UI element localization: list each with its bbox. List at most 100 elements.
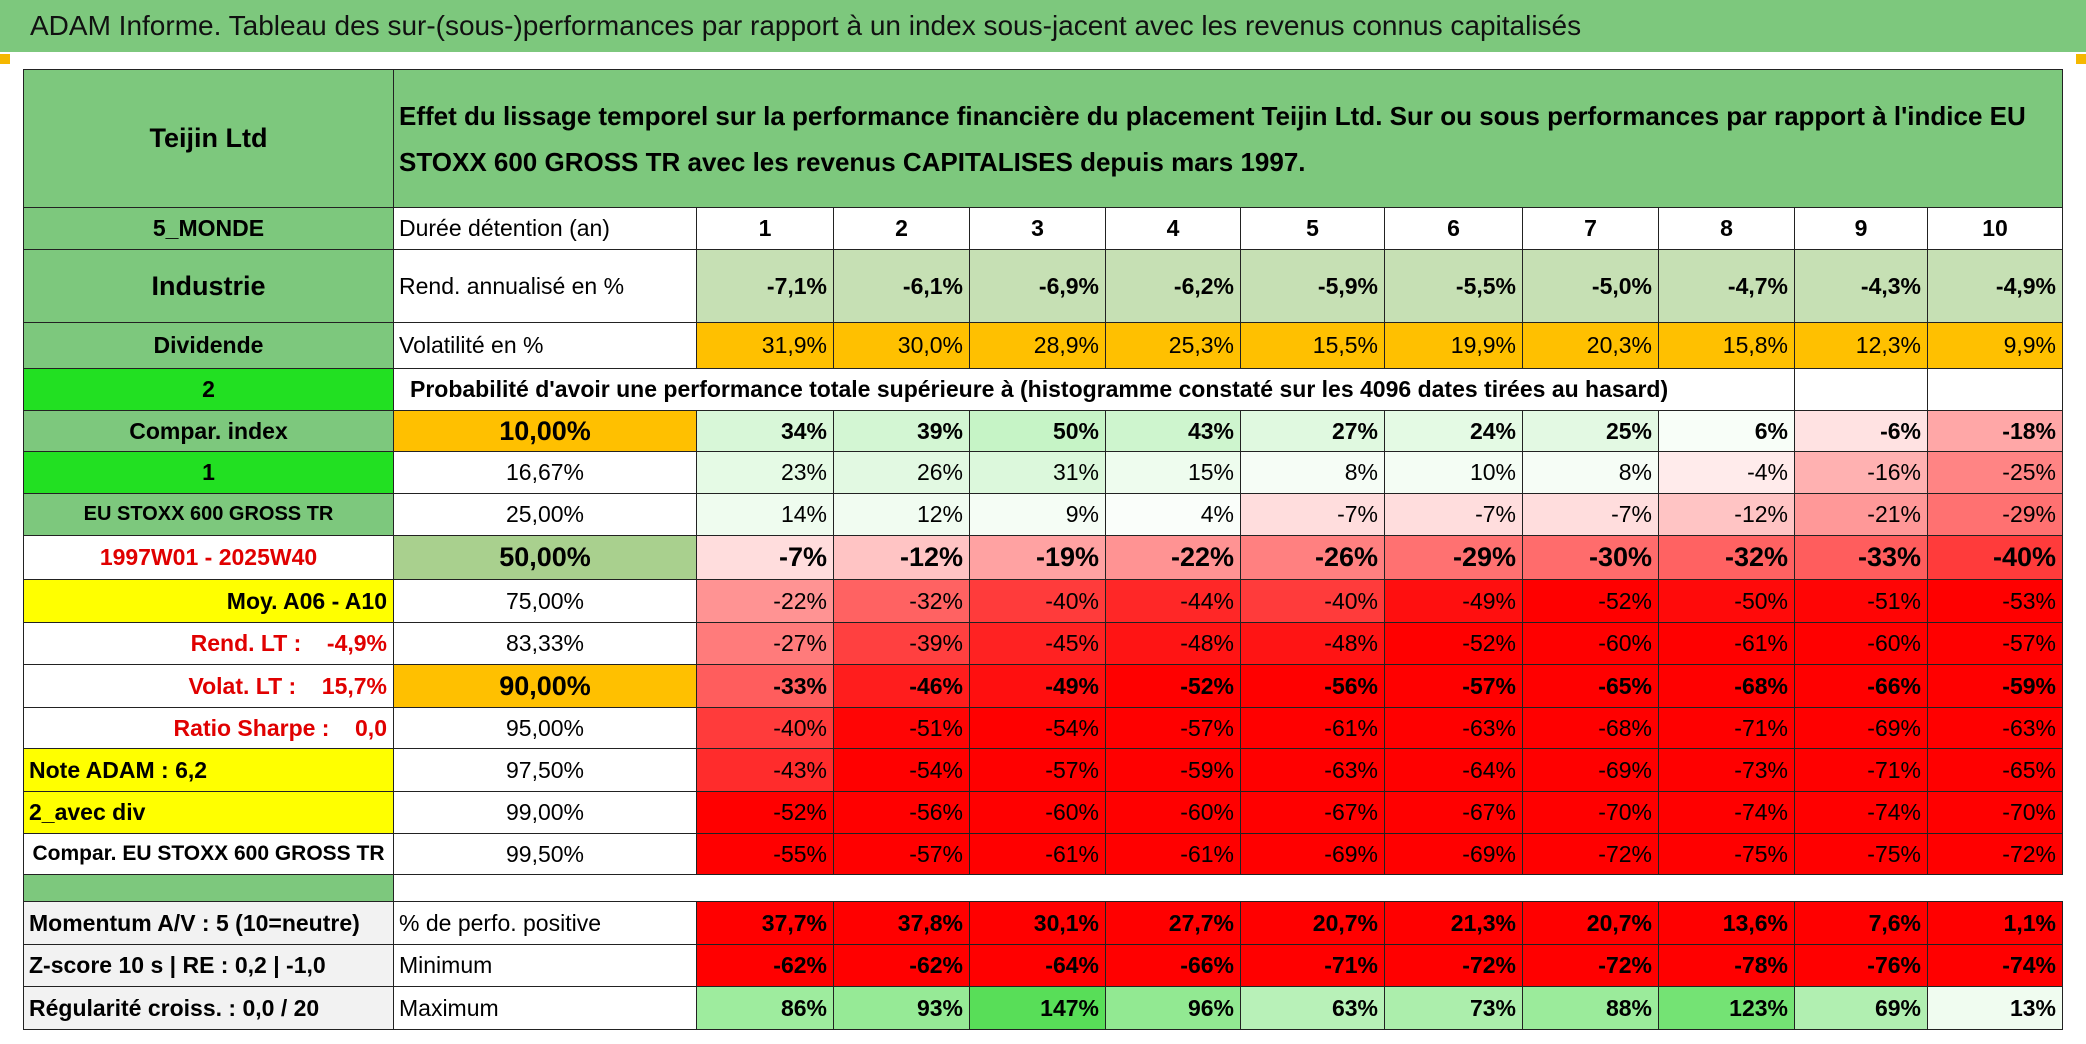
value-cell: -39% [834,623,970,665]
value-cell: -5,9% [1241,250,1385,323]
value-cell: 88% [1523,987,1659,1030]
value-cell: -69% [1795,708,1928,749]
value-cell: -71% [1795,749,1928,792]
value-cell: -19% [970,536,1106,580]
value-cell: -7% [697,536,834,580]
value-cell: -61% [1106,834,1241,875]
value-cell: 37,7% [697,902,834,945]
value-cell: 25% [1523,411,1659,452]
value-cell: -57% [834,834,970,875]
value-cell: -76% [1795,945,1928,987]
value-cell: -67% [1241,792,1385,834]
value-cell: 10% [1385,452,1523,494]
value-cell: -6,9% [970,250,1106,323]
value-cell: 30,0% [834,323,970,369]
row-label: EU STOXX 600 GROSS TR [23,494,394,536]
value-cell: -72% [1523,945,1659,987]
value-cell: -71% [1241,945,1385,987]
value-cell: -40% [1241,580,1385,623]
row-label: Dividende [23,323,394,369]
value-cell: 27% [1241,411,1385,452]
value-cell: 5 [1241,208,1385,250]
value-cell: -7,1% [697,250,834,323]
value-cell: -61% [1241,708,1385,749]
value-cell: -4% [1659,452,1795,494]
row-label: 2 [23,369,394,411]
value-cell: -57% [970,749,1106,792]
value-cell: -56% [834,792,970,834]
value-cell: 123% [1659,987,1795,1030]
value-cell: -51% [1795,580,1928,623]
value-cell: -52% [697,792,834,834]
value-cell: 31,9% [697,323,834,369]
value-cell: -64% [1385,749,1523,792]
value-cell: 21,3% [1385,902,1523,945]
row-sub-label: Maximum [394,987,697,1030]
value-cell: -4,7% [1659,250,1795,323]
row-sub-label: 50,00% [394,536,697,580]
value-cell: 7,6% [1795,902,1928,945]
row-sub-label: % de perfo. positive [394,902,697,945]
value-cell: -51% [834,708,970,749]
row-label: 1997W01 - 2025W40 [23,536,394,580]
value-cell: -52% [1106,665,1241,708]
value-cell: -25% [1928,452,2063,494]
report-title: ADAM Informe. Tableau des sur-(sous-)per… [0,0,2086,52]
value-cell: 8% [1241,452,1385,494]
value-cell: -78% [1659,945,1795,987]
value-cell: -60% [970,792,1106,834]
row-label: Régularité croiss. : 0,0 / 20 [23,987,394,1030]
value-cell: 20,3% [1523,323,1659,369]
value-cell: -63% [1385,708,1523,749]
value-cell: -59% [1928,665,2063,708]
value-cell: -12% [834,536,970,580]
value-cell: -54% [970,708,1106,749]
value-cell: -26% [1241,536,1385,580]
value-cell: -46% [834,665,970,708]
value-cell: 20,7% [1523,902,1659,945]
row-label: Compar. index [23,411,394,452]
value-cell: 31% [970,452,1106,494]
value-cell: 13% [1928,987,2063,1030]
value-cell: 39% [834,411,970,452]
value-cell: -69% [1523,749,1659,792]
value-cell: 93% [834,987,970,1030]
value-cell: -40% [697,708,834,749]
value-cell: -44% [1106,580,1241,623]
value-cell: 15,8% [1659,323,1795,369]
value-cell: -29% [1928,494,2063,536]
row-sub-label: Volatilité en % [394,323,697,369]
value-cell: 3 [970,208,1106,250]
value-cell: 6 [1385,208,1523,250]
value-cell: -22% [1106,536,1241,580]
row-label: Momentum A/V : 5 (10=neutre) [23,902,394,945]
value-cell: 13,6% [1659,902,1795,945]
value-cell: -4,3% [1795,250,1928,323]
value-cell: 23% [697,452,834,494]
value-cell: -27% [697,623,834,665]
row-sub-label: Minimum [394,945,697,987]
value-cell: 30,1% [970,902,1106,945]
row-label: Rend. LT : -4,9% [23,623,394,665]
row-label: 2_avec div [23,792,394,834]
value-cell: -57% [1106,708,1241,749]
table-description: Effet du lissage temporel sur la perform… [394,69,2063,208]
value-cell: 4% [1106,494,1241,536]
value-cell: 8 [1659,208,1795,250]
value-cell: 28,9% [970,323,1106,369]
value-cell: 27,7% [1106,902,1241,945]
value-cell: 37,8% [834,902,970,945]
value-cell: -60% [1795,623,1928,665]
row-sub-label: Rend. annualisé en % [394,250,697,323]
value-cell: -52% [1385,623,1523,665]
value-cell: 86% [697,987,834,1030]
empty-cell [1795,369,1928,411]
value-cell: 9 [1795,208,1928,250]
value-cell: -61% [1659,623,1795,665]
value-cell: -60% [1106,792,1241,834]
value-cell: -69% [1241,834,1385,875]
row-caption: Probabilité d'avoir une performance tota… [394,369,1795,411]
value-cell: -22% [697,580,834,623]
corner-mark [0,54,10,64]
